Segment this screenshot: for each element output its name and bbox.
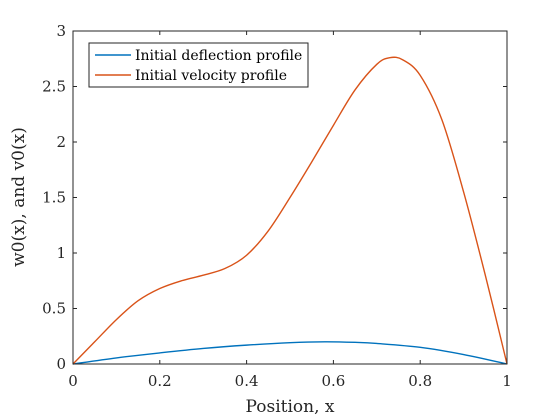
x-tick-label: 1	[502, 372, 512, 390]
legend-entry-1: Initial deflection profile	[135, 48, 302, 64]
x-tick-label: 0.4	[235, 372, 259, 390]
y-tick-label: 1	[56, 244, 66, 262]
series-line-1	[72, 341, 508, 365]
y-tick-label: 2	[56, 133, 66, 151]
tick-layer: 0 0.2 0.4 0.6 0.8 1 0 0.5 1 1.5 2 2.5 3	[42, 22, 512, 390]
y-tick-label: 3	[56, 22, 66, 40]
x-tick-label: 0.2	[148, 372, 172, 390]
x-tick-label: 0.8	[408, 372, 432, 390]
x-tick-label: 0.6	[321, 372, 345, 390]
y-tick-label: 0.5	[42, 300, 66, 318]
series-line-2	[72, 56, 508, 365]
x-tick-label: 0	[68, 372, 78, 390]
y-tick-label: 1.5	[42, 189, 66, 207]
y-tick-label: 0	[56, 355, 66, 373]
legend: Initial deflection profile Initial veloci…	[88, 42, 309, 88]
y-axis-title: w0(x), and v0(x)	[9, 127, 29, 267]
legend-entry-2: Initial velocity profile	[135, 68, 287, 84]
y-tick-label: 2.5	[42, 78, 66, 96]
legend-box	[88, 42, 309, 88]
x-axis-title: Position, x	[246, 397, 335, 417]
series-layer	[72, 56, 508, 365]
